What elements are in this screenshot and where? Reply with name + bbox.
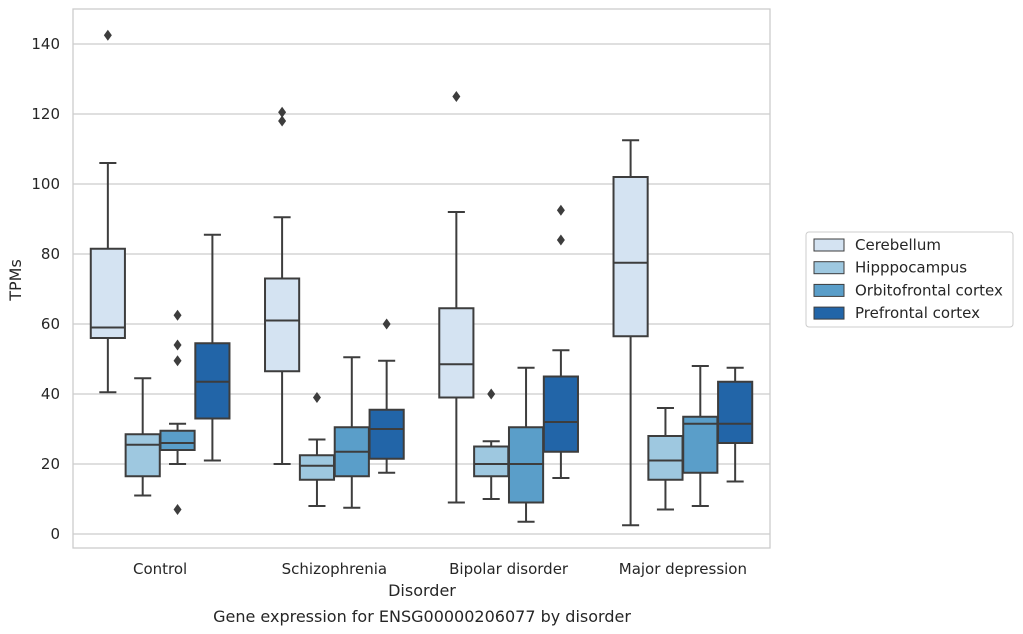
box (368, 408, 405, 460)
outlier-marker (173, 339, 182, 351)
x-axis-label: Disorder (388, 581, 456, 600)
box (159, 429, 196, 451)
box-plot (473, 388, 510, 500)
legend: Cerebellum Hipppocampus Orbitofrontal cort… (805, 231, 1014, 328)
box (473, 445, 510, 478)
box (264, 277, 301, 373)
y-tick-labels: 0 20 40 60 80 100 120 140 (31, 35, 60, 543)
box-plot (542, 204, 579, 479)
legend-label: Cerebellum (855, 236, 941, 254)
plot-frame (72, 8, 771, 549)
box (438, 307, 475, 399)
x-tick-label: Schizophrenia (282, 560, 387, 578)
box-plots (89, 29, 754, 527)
outlier-marker (278, 115, 287, 127)
chart-caption: Gene expression for ENSG00000206077 by d… (213, 607, 631, 626)
y-tick-label: 20 (41, 455, 60, 473)
x-tick-label: Control (133, 560, 187, 578)
outlier-marker (278, 106, 287, 118)
box-plot (89, 29, 126, 394)
legend-label: Orbitofrontal cortex (855, 281, 1003, 299)
y-tick-label: 120 (31, 105, 60, 123)
box-plot (124, 377, 161, 497)
x-tick-labels: Control Schizophrenia Bipolar disorder Majo… (133, 560, 747, 578)
box-plot (264, 106, 301, 465)
box (542, 375, 579, 453)
outlier-marker (173, 309, 182, 321)
box-plot (298, 392, 336, 507)
legend-frame (805, 231, 1014, 328)
y-tick-label: 60 (41, 315, 60, 333)
box (89, 247, 126, 339)
box-plot (159, 309, 196, 515)
legend-swatch (813, 283, 845, 297)
y-tick-label: 140 (31, 35, 60, 53)
y-tick-label: 40 (41, 385, 60, 403)
outlier-marker (312, 392, 321, 403)
box-plot (717, 366, 754, 483)
x-tick-label: Major depression (619, 560, 747, 578)
box-plot (194, 233, 231, 462)
y-tick-label: 0 (50, 525, 60, 543)
box-plot (647, 407, 684, 511)
box-plot (368, 318, 405, 474)
box-plot (682, 365, 719, 507)
box (612, 176, 649, 338)
outlier-marker (556, 234, 565, 246)
box (717, 380, 754, 444)
box-plot (612, 139, 649, 527)
box-plot (507, 366, 545, 523)
legend-swatch (813, 261, 845, 275)
legend-swatch (813, 306, 845, 320)
gridlines (73, 43, 770, 535)
outlier-marker (173, 504, 182, 515)
outlier-marker (382, 318, 391, 330)
legend-label: Prefrontal cortex (855, 304, 980, 322)
outlier-marker (173, 355, 182, 367)
box-plot (438, 91, 475, 504)
outlier-marker (103, 29, 112, 41)
box (124, 433, 161, 478)
outlier-marker (556, 204, 565, 216)
y-tick-label: 100 (31, 175, 60, 193)
y-tick-label: 80 (41, 245, 60, 263)
y-axis-label: TPMs (6, 259, 25, 302)
outlier-marker (452, 91, 461, 102)
legend-label: Hipppocampus (855, 259, 967, 277)
outlier-marker (487, 388, 496, 400)
box (298, 454, 336, 481)
box (682, 415, 719, 474)
box (647, 435, 684, 481)
x-tick-label: Bipolar disorder (449, 560, 569, 578)
box-plot (333, 356, 370, 509)
legend-swatch (813, 238, 845, 252)
